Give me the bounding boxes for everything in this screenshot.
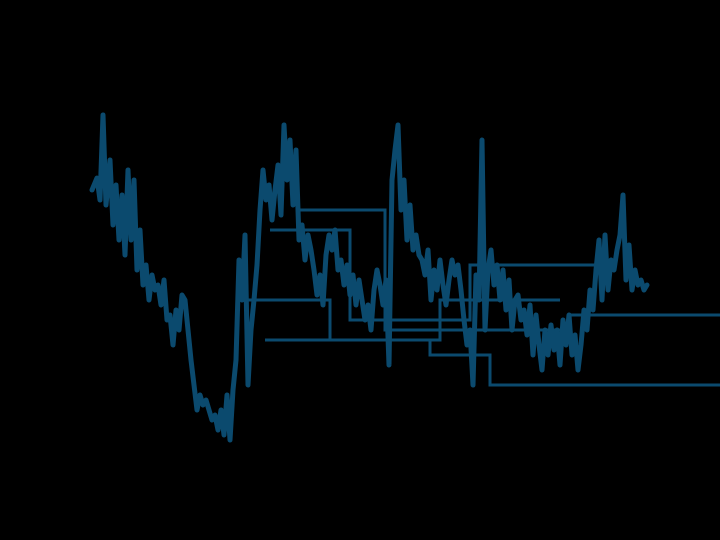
step-line-2 <box>300 208 720 332</box>
series-lines <box>89 112 650 443</box>
series-line-1 <box>89 112 650 443</box>
